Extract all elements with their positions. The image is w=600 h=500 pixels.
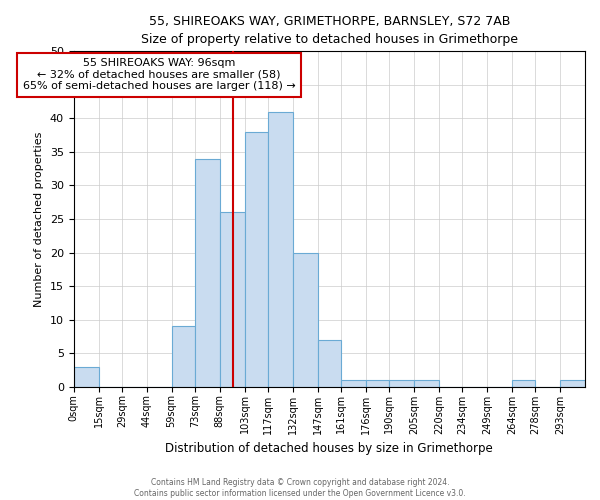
Bar [317, 340, 341, 386]
Text: Contains HM Land Registry data © Crown copyright and database right 2024.
Contai: Contains HM Land Registry data © Crown c… [134, 478, 466, 498]
Bar [560, 380, 585, 386]
Bar [268, 112, 293, 386]
Bar [341, 380, 366, 386]
Bar [195, 158, 220, 386]
Title: 55, SHIREOAKS WAY, GRIMETHORPE, BARNSLEY, S72 7AB
Size of property relative to d: 55, SHIREOAKS WAY, GRIMETHORPE, BARNSLEY… [141, 15, 518, 46]
Bar [293, 252, 317, 386]
Bar [389, 380, 414, 386]
Y-axis label: Number of detached properties: Number of detached properties [34, 132, 44, 306]
Bar [74, 366, 98, 386]
Bar [414, 380, 439, 386]
Bar [512, 380, 535, 386]
X-axis label: Distribution of detached houses by size in Grimethorpe: Distribution of detached houses by size … [166, 442, 493, 455]
Bar [220, 212, 245, 386]
Bar [172, 326, 195, 386]
Bar [245, 132, 268, 386]
Text: 55 SHIREOAKS WAY: 96sqm
← 32% of detached houses are smaller (58)
65% of semi-de: 55 SHIREOAKS WAY: 96sqm ← 32% of detache… [23, 58, 296, 92]
Bar [366, 380, 389, 386]
